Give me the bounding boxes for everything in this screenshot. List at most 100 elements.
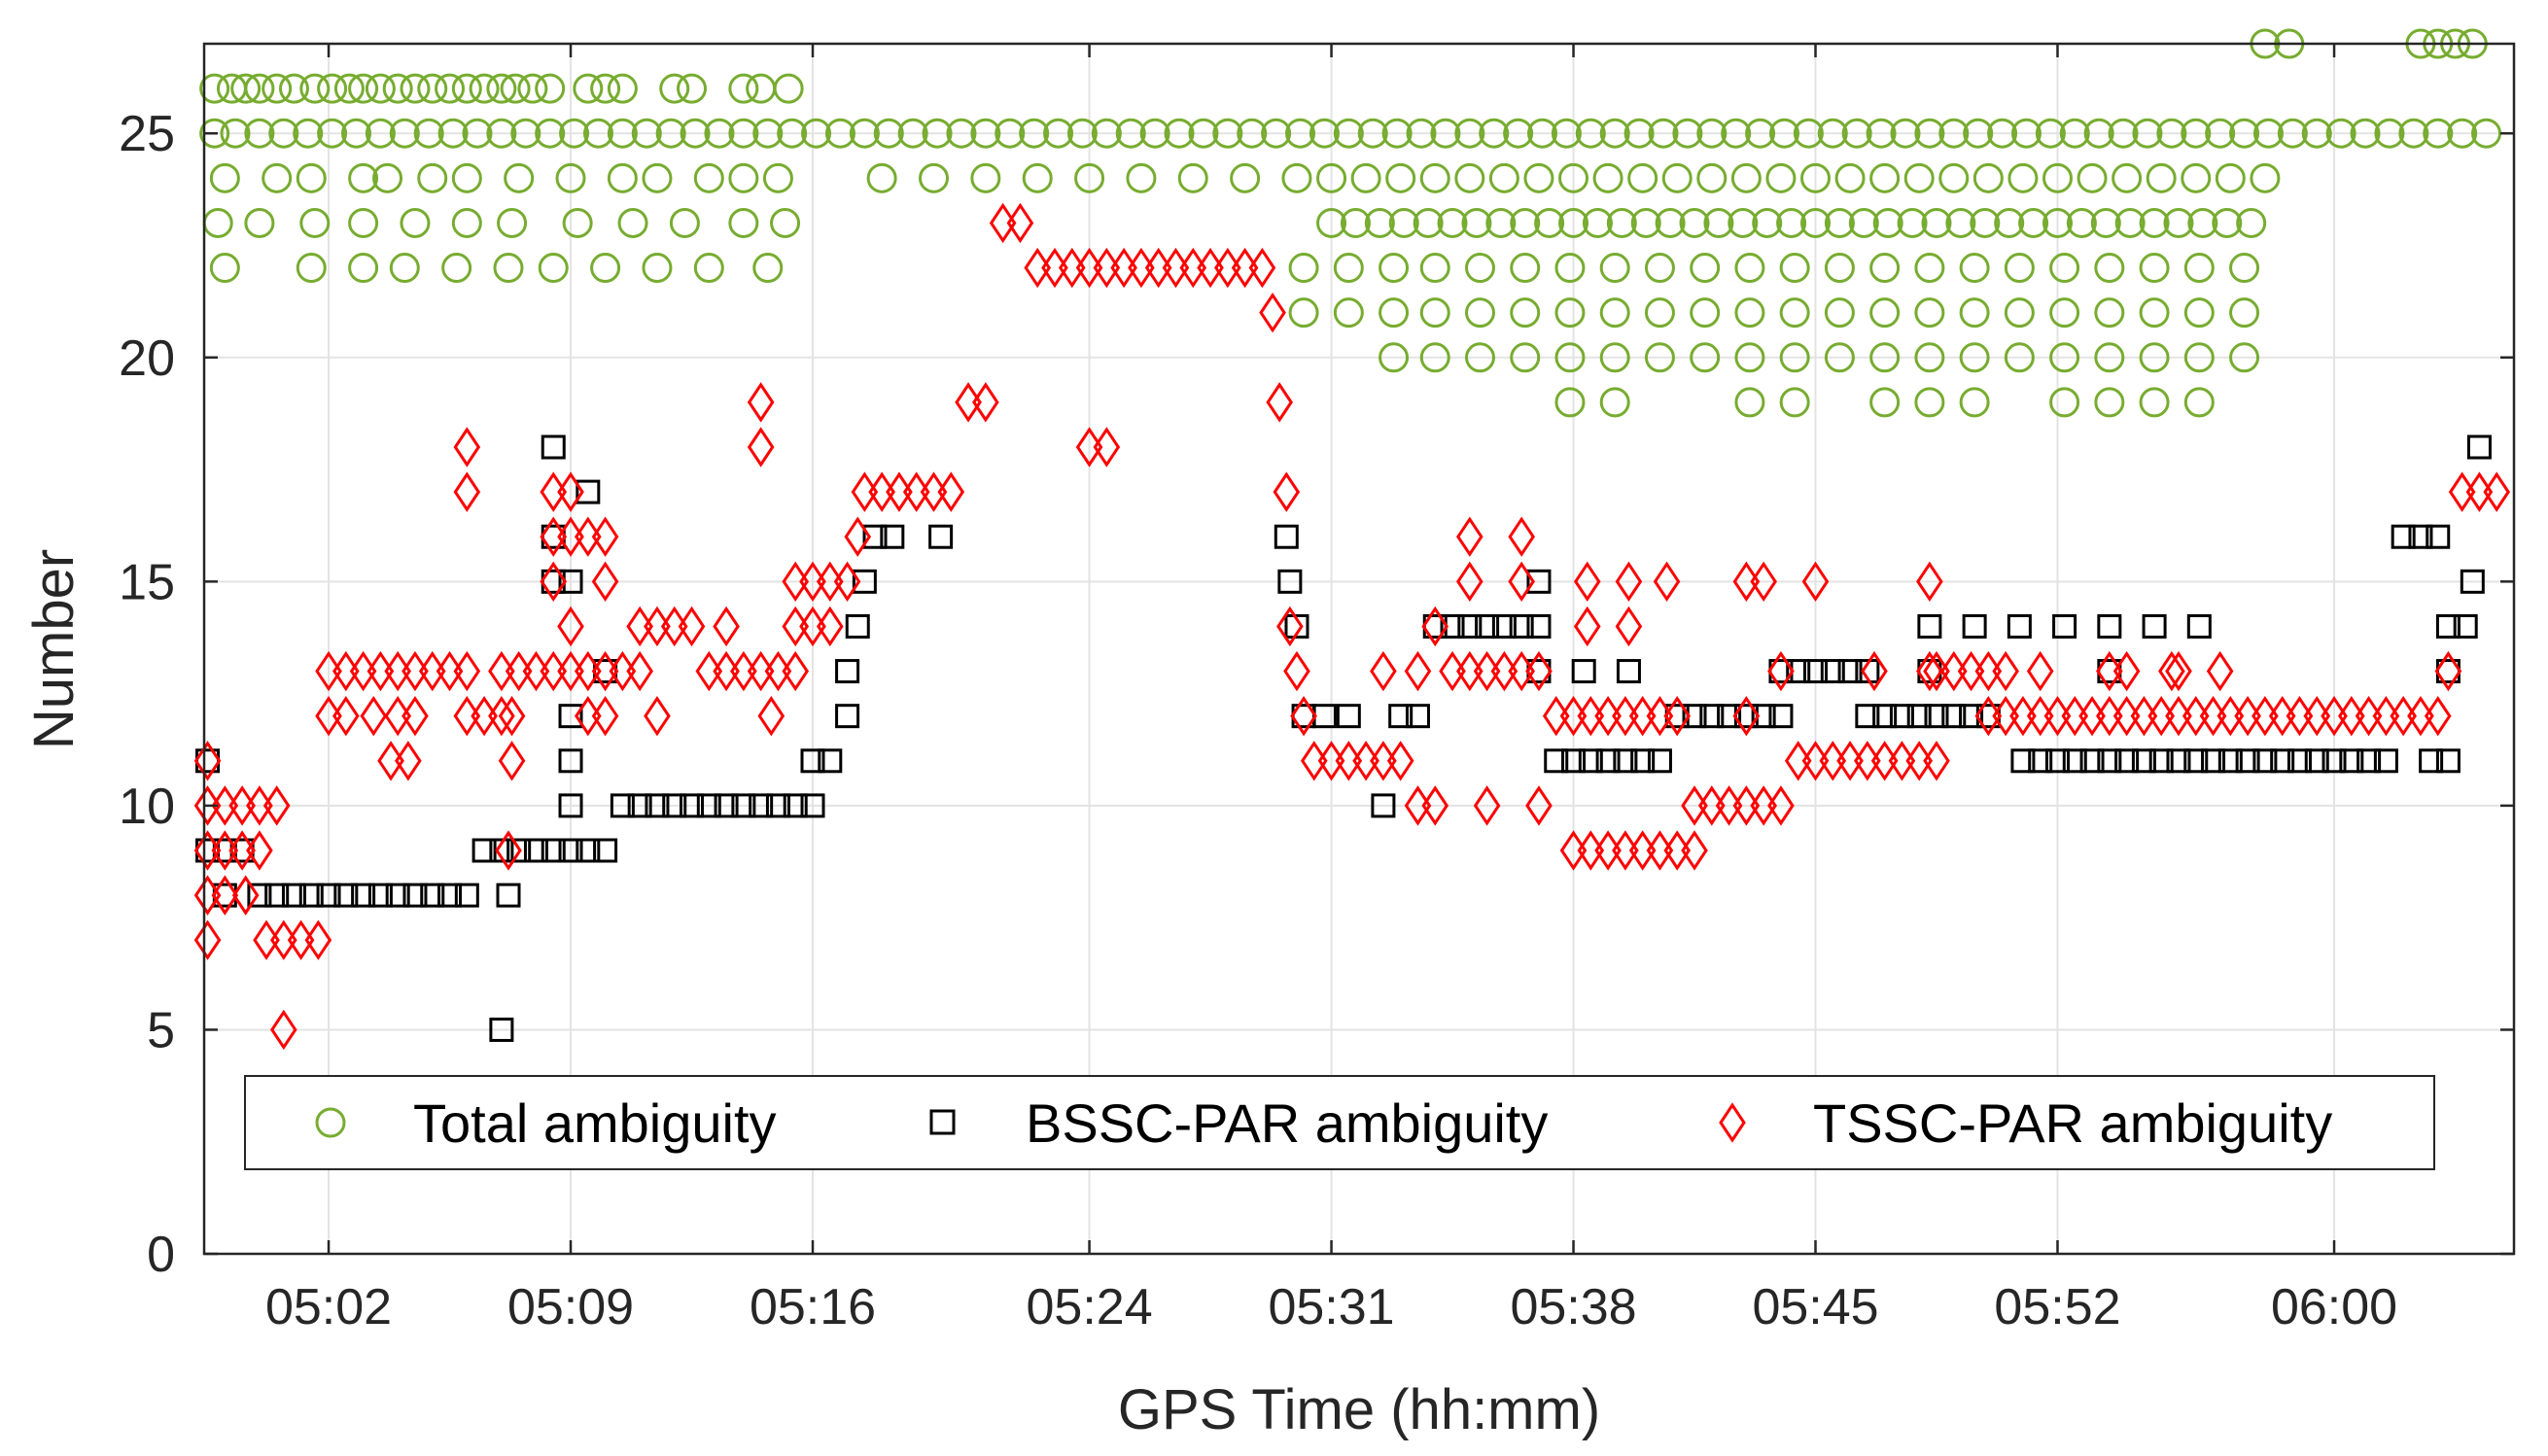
bssc-ambiguity-point [2079,748,2105,774]
total-ambiguity-point [2163,207,2194,238]
total-ambiguity-point [341,118,372,149]
total-ambiguity-point [293,118,324,149]
total-ambiguity-point [1779,387,1810,418]
total-ambiguity-point [1696,118,1728,149]
bssc-ambiguity-point [1837,659,1863,684]
tssc-ambiguity-point [972,382,999,423]
tssc-ambiguity-point [1916,561,1943,603]
x-tick-label: 05:02 [265,1279,392,1335]
total-ambiguity-point [2108,118,2139,149]
tssc-ambiguity-point [1266,382,1293,423]
bssc-ambiguity-point [489,1017,514,1042]
series-0 [199,28,2502,418]
tssc-ambiguity-point [488,695,515,737]
total-ambiguity-point [2090,207,2121,238]
total-ambiguity-point [1824,342,1855,373]
y-axis-label: Number [22,549,86,749]
tssc-ambiguity-point [1508,561,1535,603]
tssc-ambiguity-point [1456,561,1483,603]
total-ambiguity-point [1350,162,1381,193]
total-ambiguity-point [773,73,804,104]
total-ambiguity-point [1599,118,1630,149]
total-ambiguity-point [209,253,240,284]
total-ambiguity-point [1779,297,1810,329]
total-ambiguity-point [299,73,331,104]
tssc-ambiguity-point [1663,695,1692,737]
total-ambiguity-point [1091,118,1122,149]
tssc-ambiguity-point [304,919,332,960]
total-ambiguity-point [1869,253,1901,284]
tssc-ambiguity-point [713,606,740,647]
total-ambiguity-point [1510,297,1541,329]
bssc-ambiguity-point [1284,613,1309,639]
total-ambiguity-point [1464,253,1495,284]
x-tick-label: 05:24 [1026,1279,1152,1335]
total-ambiguity-point [1938,162,1970,193]
total-ambiguity-point [1945,207,1976,238]
total-ambiguity-point [1817,118,1848,149]
bssc-ambiguity-point [2453,613,2478,639]
total-ambiguity-point [1554,387,1586,418]
bssc-ambiguity-point [2270,748,2295,774]
total-ambiguity-point [1866,118,1897,149]
tssc-ambiguity-point [782,650,810,692]
total-ambiguity-point [1841,118,1872,149]
tssc-ambiguity-point [816,606,844,647]
total-ambiguity-point [562,207,593,238]
total-ambiguity-point [2277,118,2308,149]
tssc-ambiguity-point [1615,561,1643,603]
y-tick-label: 0 [147,1227,175,1283]
tssc-ambiguity-point [1861,650,1888,692]
total-ambiguity-point [1454,162,1485,193]
total-ambiguity-point [1592,162,1623,193]
total-ambiguity-point [1734,342,1765,373]
bssc-ambiguity-point [800,793,825,818]
total-ambiguity-point [642,253,673,284]
total-ambiguity-point [317,73,348,104]
total-ambiguity-point [995,118,1026,149]
total-ambiguity-point [220,118,251,149]
total-ambiguity-point [1824,297,1855,329]
total-ambiguity-point [1872,207,1903,238]
bssc-ambiguity-point [298,883,324,908]
total-ambiguity-point [2066,207,2097,238]
tssc-ambiguity-point [2206,650,2234,692]
total-ambiguity-point [1730,162,1762,193]
x-tick-label: 05:09 [507,1279,634,1335]
legend-box [244,1075,2435,1170]
total-ambiguity-point [462,118,493,149]
tssc-ambiguity-point [833,561,861,603]
bssc-ambiguity-point [2235,748,2260,774]
bssc-ambiguity-point [2114,748,2140,774]
total-ambiguity-point [296,253,327,284]
bssc-ambiguity-point [731,793,756,818]
total-ambiguity-point [2094,253,2125,284]
tssc-ambiguity-point [2424,695,2452,737]
total-ambiguity-point [517,73,548,104]
bssc-ambiguity-point [558,748,583,774]
total-ambiguity-point [2301,118,2332,149]
tssc-ambiguity-point [1456,516,1483,557]
bssc-ambiguity-point [2201,748,2226,774]
y-tick-label: 15 [119,554,175,610]
bssc-ambiguity-point [1475,613,1500,639]
total-ambiguity-point [1776,207,1807,238]
total-ambiguity-point [2077,162,2108,193]
tssc-ambiguity-point [2026,650,2054,692]
total-ambiguity-point [2083,118,2114,149]
total-ambiguity-point [669,207,700,238]
bssc-ambiguity-point [818,748,843,774]
bssc-ambiguity-point [1889,704,1914,729]
bssc-ambiguity-point [627,793,652,818]
total-ambiguity-point [1970,207,2001,238]
bssc-ambiguity-point [1544,748,1569,774]
total-ambiguity-point [1385,162,1416,193]
total-ambiguity-point [199,73,230,104]
tssc-ambiguity-point [2158,650,2185,692]
total-ambiguity-point [1510,207,1541,238]
total-ambiguity-point [262,162,293,193]
total-ambiguity-point [1914,387,1945,418]
bssc-ambiguity-point [576,479,601,504]
x-tick-label: 06:00 [2271,1279,2397,1335]
bssc-ambiguity-point [2142,613,2167,639]
